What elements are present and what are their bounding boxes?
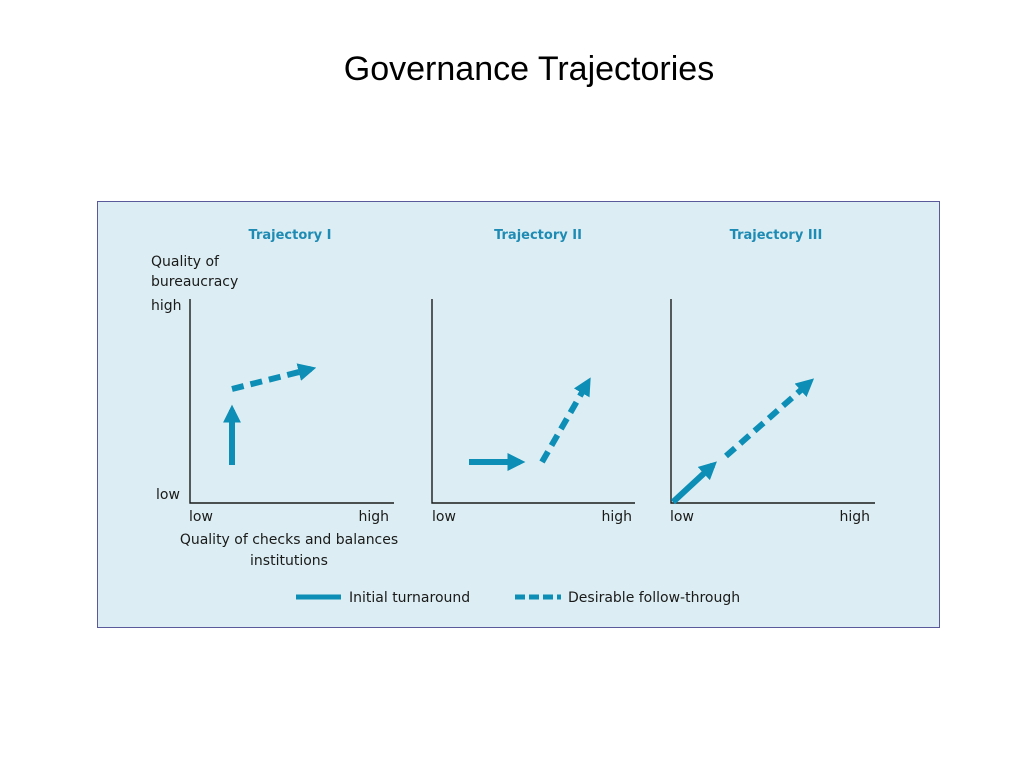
legend-solid-label: Initial turnaround xyxy=(349,590,470,606)
trajectory-3-initial-arrow xyxy=(670,461,717,505)
x-low-label-1: low xyxy=(189,509,213,525)
panel-title-trajectory-1: Trajectory I xyxy=(249,228,332,243)
y-axis-title-line1: Quality of xyxy=(151,254,220,270)
x-axis-title-line1: Quality of checks and balances xyxy=(180,532,398,548)
legend-dashed-label: Desirable follow-through xyxy=(568,590,740,606)
x-high-label-1: high xyxy=(358,509,389,525)
x-low-label-2: low xyxy=(432,509,456,525)
y-axis-title-line2: bureaucracy xyxy=(151,274,238,290)
slide-title: Governance Trajectories xyxy=(343,50,715,88)
x-high-label-2: high xyxy=(601,509,632,525)
panel-title-trajectory-3: Trajectory III xyxy=(730,228,823,243)
axes-panel-2 xyxy=(431,299,635,504)
x-high-label-3: high xyxy=(839,509,870,525)
y-axis-high-label: high xyxy=(151,298,182,314)
y-axis-low-label: low xyxy=(156,487,180,503)
trajectory-2-followthrough-arrow xyxy=(539,377,591,464)
axes-panel-1 xyxy=(189,299,394,504)
trajectory-diagram: Trajectory I Trajectory II Trajectory II… xyxy=(151,228,875,606)
figure-panel: Trajectory I Trajectory II Trajectory II… xyxy=(97,201,940,628)
x-axis-title-line2: institutions xyxy=(250,553,328,569)
axes-panel-3 xyxy=(670,299,875,504)
x-low-label-3: low xyxy=(670,509,694,525)
trajectory-3-followthrough-arrow xyxy=(724,378,815,459)
trajectory-1-followthrough-arrow xyxy=(231,363,317,392)
panel-title-trajectory-2: Trajectory II xyxy=(494,228,582,243)
